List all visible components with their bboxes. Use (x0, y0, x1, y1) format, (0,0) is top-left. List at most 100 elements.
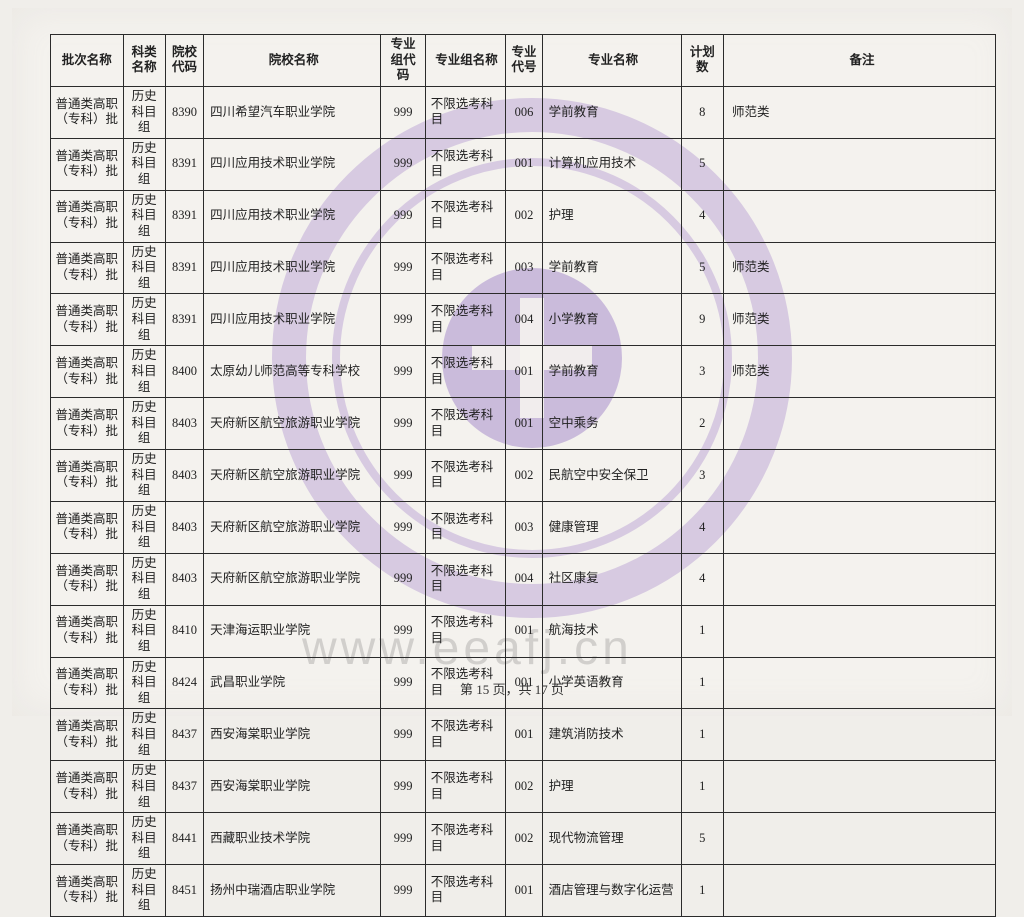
cell-plan: 8 (681, 86, 723, 138)
table-row: 普通类高职（专科）批历史科目组8390四川希望汽车职业学院999不限选考科目00… (51, 86, 996, 138)
table-row: 普通类高职（专科）批历史科目组8391四川应用技术职业学院999不限选考科目00… (51, 294, 996, 346)
cell-grpcode: 999 (381, 865, 425, 917)
cell-batch: 普通类高职（专科）批 (51, 138, 124, 190)
table-row: 普通类高职（专科）批历史科目组8441西藏职业技术学院999不限选考科目002现… (51, 813, 996, 865)
cell-majcode: 002 (506, 813, 542, 865)
cell-subject: 历史科目组 (123, 294, 165, 346)
cell-subject: 历史科目组 (123, 86, 165, 138)
cell-schcode: 8403 (165, 398, 203, 450)
cell-plan: 4 (681, 501, 723, 553)
cell-subject: 历史科目组 (123, 865, 165, 917)
cell-grpname: 不限选考科目 (425, 813, 506, 865)
cell-schname: 天府新区航空旅游职业学院 (204, 450, 381, 502)
cell-grpname: 不限选考科目 (425, 138, 506, 190)
cell-grpname: 不限选考科目 (425, 709, 506, 761)
cell-schname: 太原幼儿师范高等专科学校 (204, 346, 381, 398)
cell-batch: 普通类高职（专科）批 (51, 865, 124, 917)
cell-schcode: 8400 (165, 346, 203, 398)
cell-grpcode: 999 (381, 709, 425, 761)
cell-remark (723, 138, 995, 190)
cell-majname: 社区康复 (542, 553, 681, 605)
cell-schcode: 8437 (165, 709, 203, 761)
cell-grpcode: 999 (381, 398, 425, 450)
cell-batch: 普通类高职（专科）批 (51, 450, 124, 502)
cell-remark (723, 450, 995, 502)
cell-majcode: 001 (506, 346, 542, 398)
table-row: 普通类高职（专科）批历史科目组8391四川应用技术职业学院999不限选考科目00… (51, 242, 996, 294)
cell-grpname: 不限选考科目 (425, 294, 506, 346)
cell-majcode: 002 (506, 450, 542, 502)
cell-schname: 四川希望汽车职业学院 (204, 86, 381, 138)
cell-schname: 四川应用技术职业学院 (204, 242, 381, 294)
table-row: 普通类高职（专科）批历史科目组8437西安海棠职业学院999不限选考科目002护… (51, 761, 996, 813)
cell-batch: 普通类高职（专科）批 (51, 761, 124, 813)
enrollment-plan-table: 批次名称 科类名称 院校代码 院校名称 专业组代码 专业组名称 专业代号 专业名… (50, 34, 996, 917)
cell-batch: 普通类高职（专科）批 (51, 398, 124, 450)
cell-plan: 4 (681, 190, 723, 242)
cell-majcode: 002 (506, 761, 542, 813)
cell-grpcode: 999 (381, 761, 425, 813)
cell-remark (723, 761, 995, 813)
cell-majcode: 003 (506, 501, 542, 553)
cell-majcode: 001 (506, 138, 542, 190)
cell-majname: 空中乘务 (542, 398, 681, 450)
cell-remark: 师范类 (723, 294, 995, 346)
cell-majname: 学前教育 (542, 346, 681, 398)
col-grpname: 专业组名称 (425, 35, 506, 87)
cell-grpname: 不限选考科目 (425, 242, 506, 294)
cell-majcode: 001 (506, 605, 542, 657)
table-row: 普通类高职（专科）批历史科目组8451扬州中瑞酒店职业学院999不限选考科目00… (51, 865, 996, 917)
cell-plan: 5 (681, 242, 723, 294)
cell-schcode: 8437 (165, 761, 203, 813)
col-subject: 科类名称 (123, 35, 165, 87)
cell-batch: 普通类高职（专科）批 (51, 501, 124, 553)
cell-batch: 普通类高职（专科）批 (51, 709, 124, 761)
cell-subject: 历史科目组 (123, 138, 165, 190)
cell-grpcode: 999 (381, 553, 425, 605)
cell-majcode: 004 (506, 294, 542, 346)
table-row: 普通类高职（专科）批历史科目组8403天府新区航空旅游职业学院999不限选考科目… (51, 450, 996, 502)
cell-grpname: 不限选考科目 (425, 398, 506, 450)
cell-schcode: 8403 (165, 501, 203, 553)
cell-batch: 普通类高职（专科）批 (51, 553, 124, 605)
cell-schcode: 8391 (165, 190, 203, 242)
cell-grpcode: 999 (381, 450, 425, 502)
cell-grpcode: 999 (381, 501, 425, 553)
cell-schname: 四川应用技术职业学院 (204, 294, 381, 346)
cell-grpcode: 999 (381, 86, 425, 138)
cell-majname: 小学教育 (542, 294, 681, 346)
cell-schcode: 8441 (165, 813, 203, 865)
cell-grpcode: 999 (381, 294, 425, 346)
cell-grpcode: 999 (381, 605, 425, 657)
cell-schcode: 8403 (165, 450, 203, 502)
col-batch: 批次名称 (51, 35, 124, 87)
cell-batch: 普通类高职（专科）批 (51, 294, 124, 346)
cell-majname: 酒店管理与数字化运营 (542, 865, 681, 917)
cell-majname: 现代物流管理 (542, 813, 681, 865)
paper-background: www.eeafj.cn 批次名称 科类名称 院校代码 院校名称 专业组代码 专… (12, 8, 1012, 716)
cell-subject: 历史科目组 (123, 553, 165, 605)
cell-majcode: 004 (506, 553, 542, 605)
cell-schname: 西安海棠职业学院 (204, 709, 381, 761)
cell-plan: 1 (681, 605, 723, 657)
cell-plan: 1 (681, 865, 723, 917)
cell-plan: 5 (681, 138, 723, 190)
cell-subject: 历史科目组 (123, 450, 165, 502)
cell-schname: 天府新区航空旅游职业学院 (204, 398, 381, 450)
cell-plan: 3 (681, 450, 723, 502)
cell-schname: 天府新区航空旅游职业学院 (204, 553, 381, 605)
cell-remark (723, 398, 995, 450)
col-schname: 院校名称 (204, 35, 381, 87)
table-row: 普通类高职（专科）批历史科目组8410天津海运职业学院999不限选考科目001航… (51, 605, 996, 657)
cell-schname: 天府新区航空旅游职业学院 (204, 501, 381, 553)
cell-batch: 普通类高职（专科）批 (51, 346, 124, 398)
cell-majcode: 002 (506, 190, 542, 242)
table-row: 普通类高职（专科）批历史科目组8400太原幼儿师范高等专科学校999不限选考科目… (51, 346, 996, 398)
cell-majname: 计算机应用技术 (542, 138, 681, 190)
cell-grpcode: 999 (381, 346, 425, 398)
cell-grpname: 不限选考科目 (425, 501, 506, 553)
col-plan: 计划数 (681, 35, 723, 87)
cell-batch: 普通类高职（专科）批 (51, 242, 124, 294)
cell-plan: 2 (681, 398, 723, 450)
table-body: 普通类高职（专科）批历史科目组8390四川希望汽车职业学院999不限选考科目00… (51, 86, 996, 916)
